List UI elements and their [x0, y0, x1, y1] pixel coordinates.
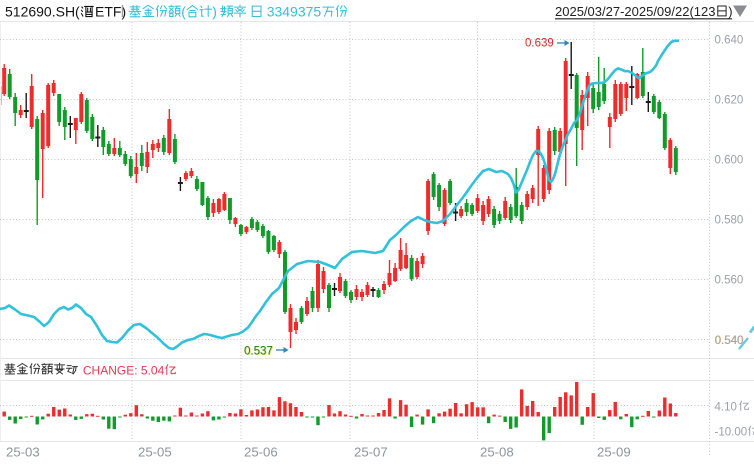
svg-text:-10.00: -10.00 — [715, 426, 748, 438]
svg-text:512690.SH(: 512690.SH( — [5, 4, 80, 20]
svg-text:25-03: 25-03 — [6, 445, 40, 460]
svg-text:0.640: 0.640 — [715, 34, 744, 46]
svg-text:): ) — [728, 4, 732, 19]
svg-text:25-05: 25-05 — [138, 445, 172, 460]
svg-text:0.540: 0.540 — [715, 335, 744, 347]
svg-text:(: ( — [181, 4, 186, 20]
svg-text:): ) — [212, 4, 217, 20]
svg-text:25-07: 25-07 — [354, 445, 388, 460]
svg-text:CHANGE: 5.04: CHANGE: 5.04 — [83, 364, 165, 378]
svg-text:25-09: 25-09 — [597, 445, 631, 460]
svg-text:2025/03/27-2025/09/22(123: 2025/03/27-2025/09/22(123 — [555, 4, 715, 19]
svg-text:0.580: 0.580 — [715, 214, 744, 226]
svg-text:25-06: 25-06 — [244, 445, 278, 460]
svg-text:3349375: 3349375 — [267, 4, 322, 20]
svg-text:0.600: 0.600 — [715, 154, 744, 166]
svg-text:25-08: 25-08 — [480, 445, 514, 460]
svg-text:0.560: 0.560 — [715, 274, 744, 286]
svg-text:4.10: 4.10 — [715, 401, 737, 413]
svg-text:0.639: 0.639 — [525, 37, 554, 49]
svg-text:0.620: 0.620 — [715, 94, 744, 106]
svg-text:ETF): ETF) — [95, 4, 126, 20]
svg-text:0.537: 0.537 — [244, 346, 273, 358]
